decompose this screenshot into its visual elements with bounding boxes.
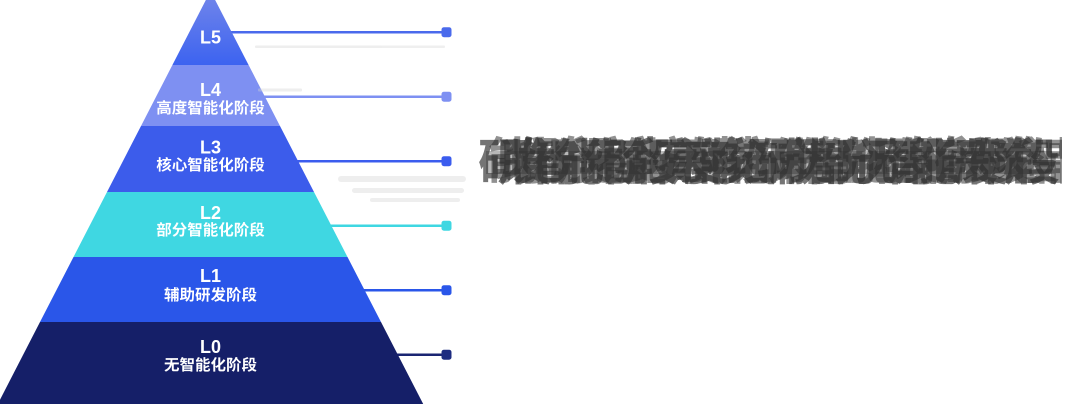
svg-text:L1: L1 xyxy=(200,266,221,286)
svg-text:L5: L5 xyxy=(200,28,221,48)
svg-text:L4: L4 xyxy=(200,80,221,100)
svg-text:L0: L0 xyxy=(200,337,221,357)
svg-text:L2: L2 xyxy=(200,203,221,223)
svg-text:L3: L3 xyxy=(200,138,221,158)
